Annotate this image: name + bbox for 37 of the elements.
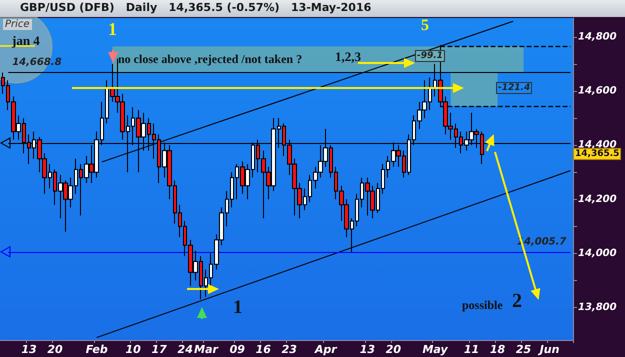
x-tick-label: 20	[47, 343, 64, 356]
annotation: 2	[512, 290, 522, 313]
annotation: -99.1	[415, 50, 445, 62]
annotation: 1	[233, 297, 242, 319]
annotation: jan 4	[12, 33, 40, 49]
x-tick-label: May	[422, 343, 448, 356]
x-tick-label: 10	[125, 343, 142, 356]
y-tick-label: 13,800	[578, 302, 617, 314]
y-tick-label: 14,200	[578, 194, 617, 205]
x-tick-label: 25	[516, 343, 532, 356]
x-tick-label: Mar	[194, 343, 218, 356]
x-tick-label: 20	[386, 343, 402, 356]
y-tick-label: 14,800	[578, 31, 617, 42]
annotation: 5	[421, 17, 429, 35]
chart-title: GBP/USD (DFB) Daily 14,365.5 (-0.57%) 13-May-2016	[20, 1, 372, 14]
annotation: no close above ,rejected /not taken ?	[118, 52, 302, 67]
x-tick-label: 24	[178, 343, 193, 356]
x-tick-label: Jun	[538, 343, 560, 356]
x-tick-label: 17	[152, 343, 168, 356]
text: 14,365.5	[573, 148, 622, 160]
annotation: -121.4	[496, 82, 532, 94]
ref-line-label: 14,668.8	[12, 56, 62, 68]
x-tick-label: 18	[490, 343, 506, 356]
annotation: Price	[3, 19, 32, 30]
x-tick-label: 23	[282, 343, 298, 356]
x-tick-label: Apr	[314, 343, 338, 356]
y-tick-label: 14,600	[578, 86, 617, 97]
annotation: 1,2,3	[335, 49, 361, 65]
x-tick-label: 09	[230, 343, 246, 356]
x-tick-label: 13	[21, 343, 38, 356]
annotation: 1	[108, 19, 117, 40]
x-tick-label: 13	[360, 343, 376, 356]
x-tick-label: 16	[256, 343, 272, 356]
x-tick-label: 11	[464, 343, 480, 356]
x-tick-label: Feb	[86, 343, 108, 356]
y-tick-label: 14,000	[578, 248, 617, 259]
annotation: possible	[462, 298, 503, 313]
